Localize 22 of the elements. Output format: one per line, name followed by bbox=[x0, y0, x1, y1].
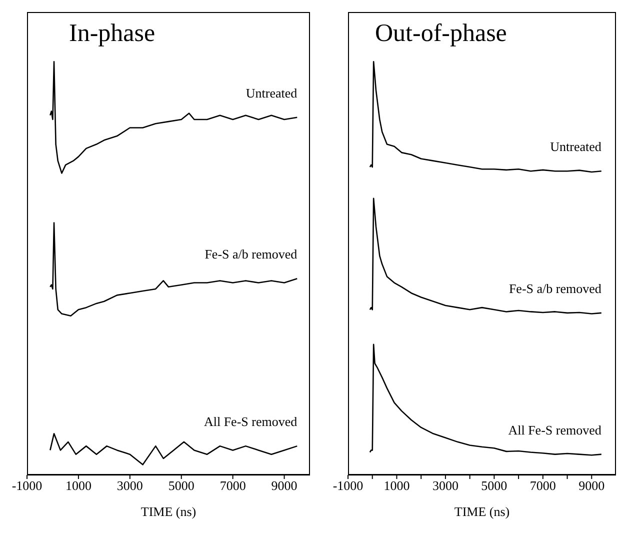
x-tick-label: 5000 bbox=[168, 478, 194, 494]
series-label: Untreated bbox=[246, 85, 298, 100]
x-tick-label: 1000 bbox=[384, 478, 410, 494]
series-label: Untreated bbox=[550, 139, 602, 154]
x-tick-label: 1000 bbox=[65, 478, 92, 494]
x-tick-label: -1000 bbox=[332, 478, 364, 494]
chart-title: In-phase bbox=[69, 20, 156, 48]
x-tick-label: 3000 bbox=[432, 478, 458, 494]
x-tick-label: 5000 bbox=[481, 478, 508, 494]
series-label: Fe-S a/b removed bbox=[204, 246, 298, 262]
x-axis-title: TIME (ns) bbox=[140, 504, 198, 520]
chart-title: Out-of-phase bbox=[375, 20, 507, 48]
x-tick-label: 9000 bbox=[578, 478, 605, 494]
x-tick-label: 7000 bbox=[530, 478, 556, 494]
series-label: All Fe-S removed bbox=[508, 422, 602, 438]
x-tick-label: -1000 bbox=[12, 478, 42, 494]
x-axis-title: TIME (ns) bbox=[453, 504, 511, 520]
x-tick-label: 7000 bbox=[220, 478, 246, 494]
x-tick-label: 3000 bbox=[116, 478, 143, 494]
x-tick-label: 9000 bbox=[271, 478, 298, 494]
series-label: Fe-S a/b removed bbox=[508, 280, 602, 296]
series-label: All Fe-S removed bbox=[204, 414, 298, 430]
